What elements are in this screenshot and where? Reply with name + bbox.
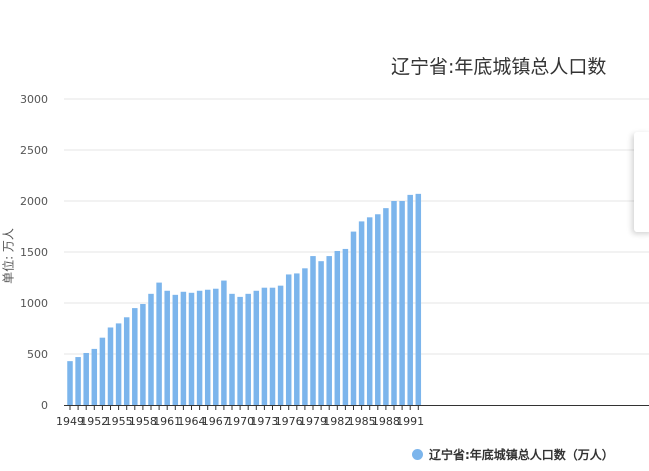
y-tick-label: 500 — [27, 348, 48, 361]
x-tick-label: 1982 — [323, 415, 351, 428]
bar[interactable] — [245, 293, 251, 405]
bar[interactable] — [310, 256, 316, 405]
y-tick-label: 2000 — [20, 195, 48, 208]
bar[interactable] — [213, 288, 219, 405]
x-tick-label: 1967 — [202, 415, 230, 428]
bar[interactable] — [383, 208, 389, 405]
bar[interactable] — [99, 337, 106, 405]
bar[interactable] — [415, 193, 422, 405]
bar[interactable] — [237, 296, 243, 405]
y-tick-label: 1000 — [20, 297, 48, 310]
bar[interactable] — [229, 293, 235, 405]
bar[interactable] — [67, 361, 73, 405]
bar[interactable] — [83, 352, 89, 405]
bar[interactable] — [407, 194, 413, 405]
bar[interactable] — [123, 317, 130, 405]
bar[interactable] — [115, 323, 122, 405]
bar[interactable] — [326, 256, 332, 405]
bar[interactable] — [156, 282, 162, 405]
x-tick-label: 1964 — [178, 415, 206, 428]
bar[interactable] — [204, 289, 211, 405]
bar[interactable] — [277, 285, 284, 405]
legend-item[interactable]: 辽宁省:年底城镇总人口数（万人） — [412, 446, 614, 463]
bar[interactable] — [391, 201, 397, 405]
y-tick-label: 1500 — [20, 246, 48, 259]
chart-title: 辽宁省:年底城镇总人口数 — [391, 56, 607, 78]
x-tick-label: 1952 — [80, 415, 108, 428]
x-tick-label: 1979 — [299, 415, 327, 428]
bar[interactable] — [148, 293, 154, 405]
bar[interactable] — [269, 287, 276, 405]
tooltip-panel — [634, 132, 649, 232]
bar[interactable] — [358, 221, 365, 405]
x-tick-label: 1949 — [56, 415, 84, 428]
bar[interactable] — [342, 248, 349, 405]
bar[interactable] — [285, 274, 292, 405]
bar[interactable] — [366, 217, 373, 405]
bar[interactable] — [334, 250, 341, 405]
bar[interactable] — [180, 291, 187, 405]
bar[interactable] — [399, 201, 405, 405]
bar[interactable] — [253, 290, 260, 405]
x-tick-label: 1988 — [372, 415, 400, 428]
bar[interactable] — [196, 290, 203, 405]
legend-swatch-icon — [412, 449, 423, 460]
legend-label: 辽宁省:年底城镇总人口数（万人） — [429, 448, 614, 462]
bar[interactable] — [294, 273, 300, 405]
y-tick-label: 0 — [41, 399, 48, 412]
bar[interactable] — [172, 294, 179, 405]
x-tick-label: 1970 — [226, 415, 254, 428]
bar[interactable] — [375, 214, 381, 405]
x-tick-label: 1991 — [396, 415, 424, 428]
bar[interactable] — [188, 292, 195, 405]
bar[interactable] — [350, 231, 357, 405]
y-tick-label: 2500 — [20, 144, 48, 157]
x-tick-label: 1985 — [348, 415, 376, 428]
x-tick-label: 1961 — [153, 415, 181, 428]
bar[interactable] — [302, 268, 308, 405]
bar[interactable] — [132, 308, 138, 405]
bar[interactable] — [164, 290, 170, 405]
bar[interactable] — [91, 348, 98, 405]
bar[interactable] — [75, 357, 81, 405]
x-tick-label: 1955 — [105, 415, 133, 428]
bar[interactable] — [107, 327, 114, 405]
bar[interactable] — [221, 280, 227, 405]
x-tick-label: 1976 — [275, 415, 303, 428]
bar[interactable] — [140, 304, 146, 405]
y-tick-label: 3000 — [20, 93, 48, 106]
bar[interactable] — [318, 261, 324, 405]
x-tick-label: 1958 — [129, 415, 157, 428]
bar[interactable] — [261, 287, 268, 405]
x-tick-label: 1973 — [250, 415, 278, 428]
